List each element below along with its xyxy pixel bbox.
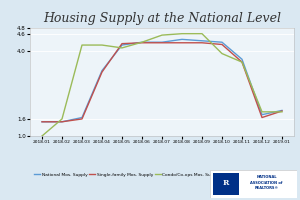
Text: NATIONAL
ASSOCIATION of
REALTORS®: NATIONAL ASSOCIATION of REALTORS® xyxy=(250,175,283,190)
Text: R: R xyxy=(223,179,229,187)
Title: Housing Supply at the National Level: Housing Supply at the National Level xyxy=(43,12,281,25)
FancyBboxPatch shape xyxy=(210,170,297,198)
Legend: National Mos. Supply, Single-family Mos. Supply, Condo/Co-ops Mos. Supply: National Mos. Supply, Single-family Mos.… xyxy=(32,171,222,178)
Bar xyxy=(213,173,239,195)
